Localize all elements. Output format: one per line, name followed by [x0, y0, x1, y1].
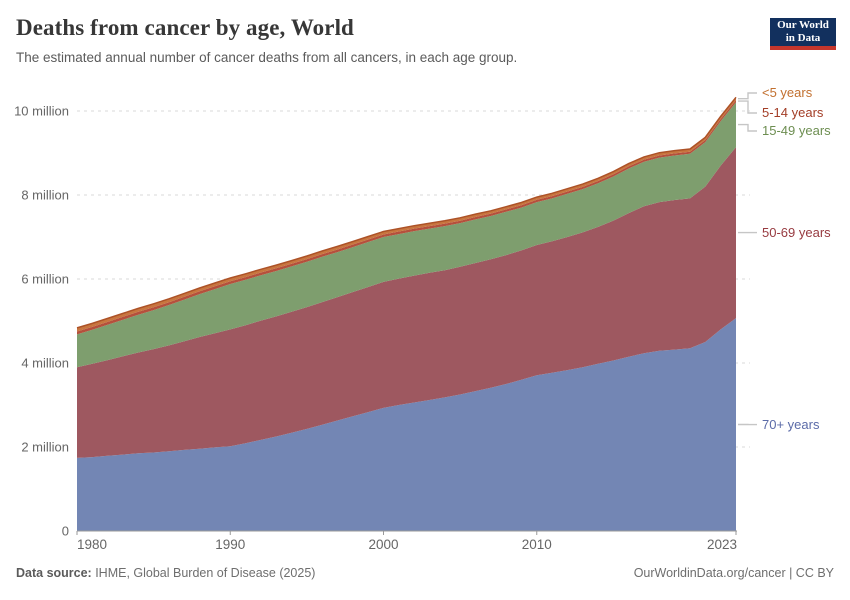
- owid-logo-line1: Our World: [777, 19, 829, 32]
- y-axis-label: 6 million: [21, 272, 69, 287]
- page-title: Deaths from cancer by age, World: [16, 15, 354, 40]
- owid-logo-line2: in Data: [785, 32, 821, 44]
- y-axis-label: 0: [62, 524, 69, 539]
- x-axis-label: 2010: [522, 537, 552, 552]
- data-source-text: IHME, Global Burden of Disease (2025): [91, 566, 316, 580]
- y-axis-label: 10 million: [14, 104, 69, 119]
- total-top-line: [76, 96, 737, 329]
- legend-connector: [738, 92, 757, 100]
- chart-canvas[interactable]: 1980 1990 2000 2010 2023 0 2 million 4 million 6…: [0, 85, 850, 560]
- owid-logo[interactable]: Our World in Data: [770, 18, 836, 50]
- data-source-label: Data source:: [16, 566, 92, 580]
- legend-connector: [738, 123, 757, 132]
- y-axis-label: 4 million: [21, 356, 69, 371]
- legend-item-5-14-years[interactable]: 5-14 years: [762, 105, 824, 120]
- y-axis-label: 2 million: [21, 440, 69, 455]
- x-axis-label: 1990: [215, 537, 245, 552]
- x-axis-label: 2023: [707, 537, 737, 552]
- legend-item--5-years[interactable]: <5 years: [762, 85, 813, 100]
- x-axis-label: 1980: [77, 537, 107, 552]
- area-15-49-years[interactable]: [77, 102, 736, 368]
- area-70-years[interactable]: [77, 318, 736, 531]
- owid-cc-link[interactable]: OurWorldinData.org/cancer | CC BY: [633, 566, 834, 580]
- area--5-years[interactable]: [77, 97, 736, 332]
- legend-connector: [738, 100, 757, 114]
- area-50-69-years[interactable]: [77, 147, 736, 458]
- chart-header: Deaths from cancer by age, World The est…: [16, 14, 750, 66]
- chart-subtitle: The estimated annual number of cancer de…: [16, 49, 518, 65]
- area-5-14-years[interactable]: [77, 100, 736, 335]
- y-axis-label: 8 million: [21, 188, 69, 203]
- stacked-area-chart[interactable]: 1980 1990 2000 2010 2023 0 2 million 4 million 6…: [0, 85, 850, 560]
- x-axis-label: 2000: [368, 537, 398, 552]
- data-source: Data source: IHME, Global Burden of Dise…: [16, 566, 315, 580]
- legend-item-50-69-years[interactable]: 50-69 years: [762, 224, 831, 240]
- legend-item-15-49-years[interactable]: 15-49 years: [762, 123, 831, 138]
- chart-footer: Data source: IHME, Global Burden of Dise…: [16, 566, 834, 580]
- legend-item-70-years[interactable]: 70+ years: [762, 416, 820, 432]
